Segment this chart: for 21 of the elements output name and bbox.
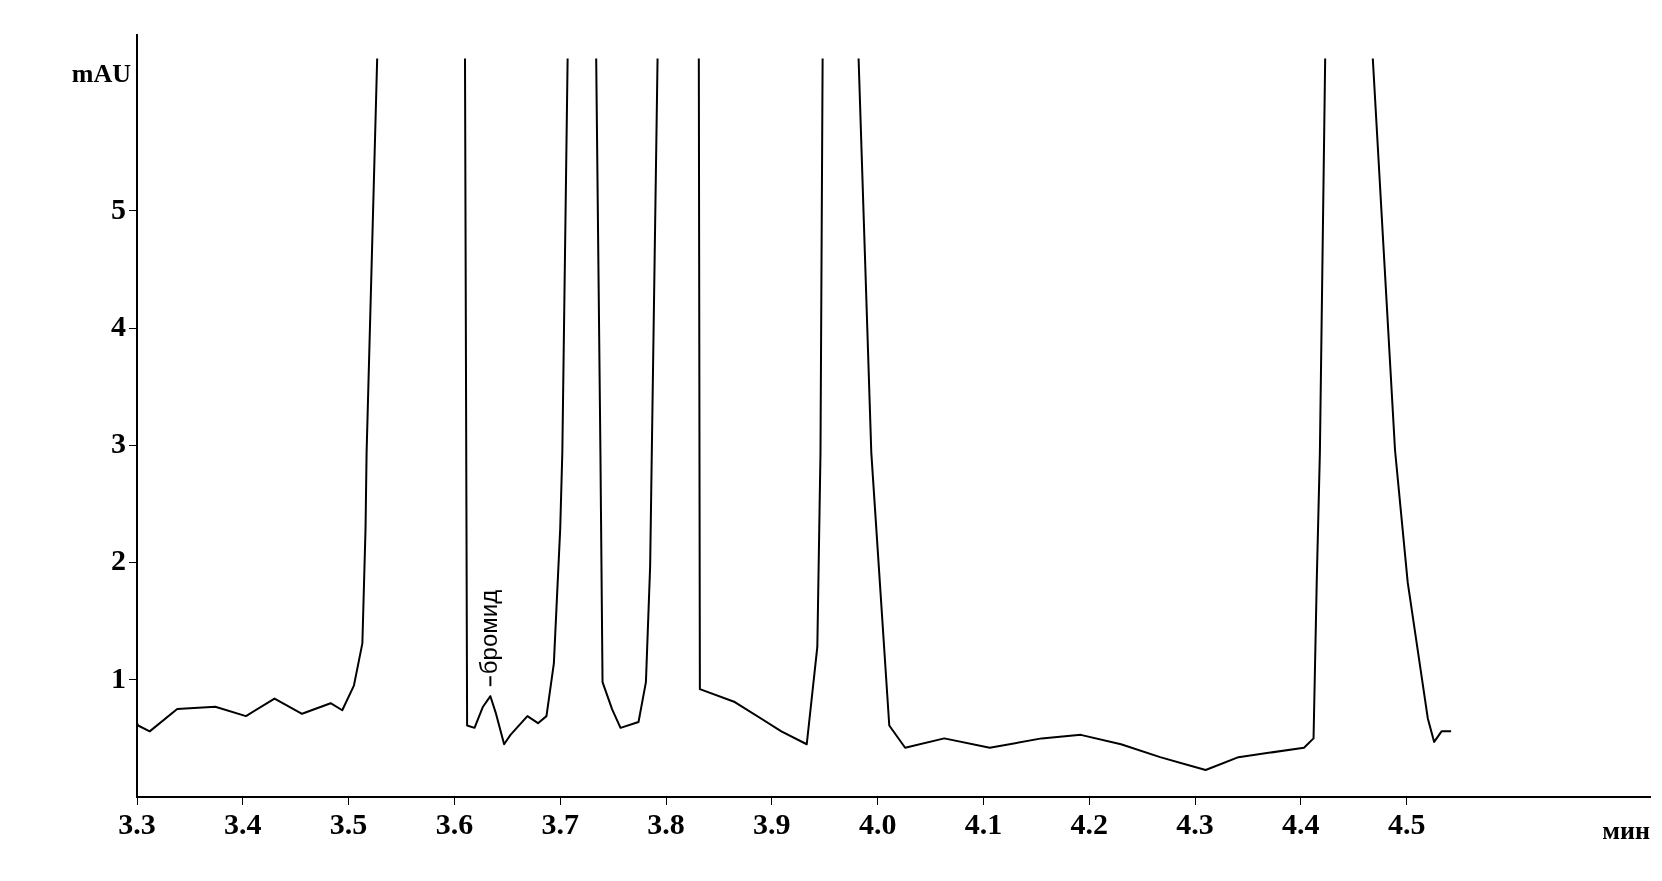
x-tick-label: 4.5	[1387, 806, 1426, 840]
x-tick-label: 4.2	[1070, 806, 1108, 840]
x-tick-label: 3.5	[329, 806, 368, 840]
x-tick-label: 4.3	[1176, 806, 1214, 840]
x-tick-label: 4.4	[1282, 806, 1320, 840]
x-tick-label: 3.6	[435, 806, 474, 840]
x-tick-label: 3.8	[647, 806, 685, 840]
y-tick-label: 4	[111, 308, 126, 342]
x-axis-title: мин	[1602, 815, 1651, 845]
x-tick-label: 3.7	[541, 806, 579, 840]
y-axis-title: mAU	[71, 58, 132, 88]
y-tick-label: 5	[111, 191, 126, 225]
y-tick-label: 1	[111, 660, 126, 694]
x-tick-label: 3.9	[753, 806, 791, 840]
x-tick-label: 4.0	[858, 806, 897, 840]
y-tick-label: 3	[111, 426, 126, 460]
x-tick-label: 3.3	[118, 806, 156, 840]
y-tick-label: 2	[111, 543, 126, 577]
annotation: бромид	[475, 589, 503, 675]
x-tick-label: 4.1	[964, 806, 1003, 840]
x-tick-label: 3.4	[224, 806, 262, 840]
